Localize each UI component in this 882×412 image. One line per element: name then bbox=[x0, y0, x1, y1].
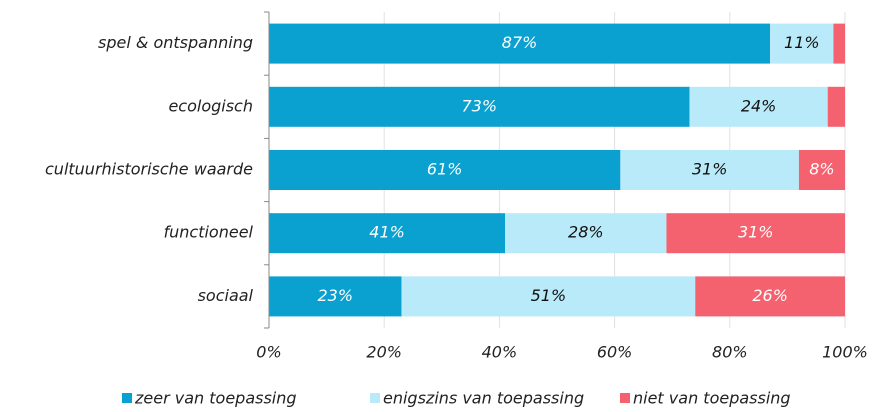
bar-segment bbox=[505, 213, 667, 254]
legend-label: zeer van toepassing bbox=[134, 389, 297, 408]
x-tick-label: 60% bbox=[597, 343, 633, 362]
data-label: 61% bbox=[427, 160, 463, 179]
data-label: 11% bbox=[784, 33, 820, 52]
bar-segment bbox=[798, 150, 845, 190]
x-tick-label: 80% bbox=[712, 343, 748, 362]
x-tick-label: 100% bbox=[822, 343, 868, 362]
bar-segment bbox=[269, 213, 506, 254]
data-label: 23% bbox=[317, 286, 353, 305]
legend-label: enigszins van toepassing bbox=[383, 389, 584, 408]
data-label: 51% bbox=[531, 286, 567, 305]
legend-swatch bbox=[370, 393, 380, 403]
data-label: 28% bbox=[568, 223, 604, 242]
data-label: 41% bbox=[369, 223, 405, 242]
legend-swatch bbox=[620, 393, 630, 403]
bar-segment bbox=[833, 23, 845, 64]
bar-segment bbox=[689, 86, 828, 127]
data-label: 8% bbox=[809, 160, 834, 179]
data-label: 87% bbox=[502, 33, 538, 52]
bar-segment bbox=[269, 86, 690, 127]
y-tick-label: ecologisch bbox=[168, 96, 253, 115]
bar-segment bbox=[827, 86, 845, 127]
bar-segment bbox=[269, 150, 621, 190]
x-tick-label: 20% bbox=[366, 343, 402, 362]
data-label: 24% bbox=[741, 96, 777, 115]
bar-segment bbox=[401, 276, 696, 317]
data-label: 31% bbox=[692, 160, 728, 179]
y-tick-label: functioneel bbox=[164, 223, 254, 242]
x-tick-label: 0% bbox=[256, 343, 281, 362]
y-tick-label: spel & ontspanning bbox=[98, 33, 253, 52]
data-label: 31% bbox=[738, 223, 774, 242]
bar-segment bbox=[695, 276, 845, 317]
y-tick-label: sociaal bbox=[198, 286, 254, 305]
legend-swatch bbox=[122, 393, 132, 403]
data-label: 26% bbox=[752, 286, 788, 305]
legend-label: niet van toepassing bbox=[633, 389, 791, 408]
bar-segment bbox=[269, 23, 771, 64]
x-tick-label: 40% bbox=[482, 343, 518, 362]
y-tick-label: cultuurhistorische waarde bbox=[45, 160, 253, 179]
data-label: 73% bbox=[461, 96, 497, 115]
bar-segment bbox=[770, 23, 834, 64]
bar-segment bbox=[666, 213, 845, 254]
bar-segment bbox=[620, 150, 799, 190]
bar-segment bbox=[269, 276, 402, 317]
